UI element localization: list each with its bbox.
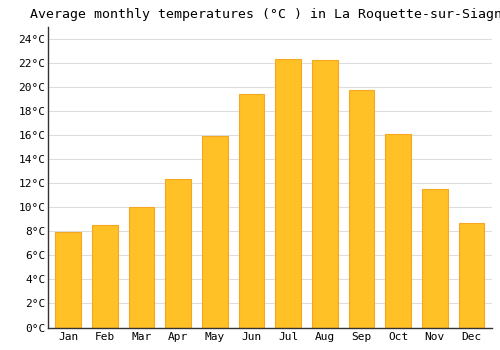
Bar (386, 134, 411, 328)
Bar (348, 90, 374, 328)
Bar (129, 207, 154, 328)
Bar (202, 136, 228, 328)
Bar (166, 180, 191, 328)
Bar (458, 223, 484, 328)
Bar (56, 232, 81, 328)
Bar (92, 225, 118, 328)
Bar (276, 59, 301, 328)
Title: Average monthly temperatures (°C ) in La Roquette-sur-Siagne: Average monthly temperatures (°C ) in La… (30, 8, 500, 21)
Bar (422, 189, 448, 328)
Bar (312, 60, 338, 328)
Bar (238, 94, 264, 328)
